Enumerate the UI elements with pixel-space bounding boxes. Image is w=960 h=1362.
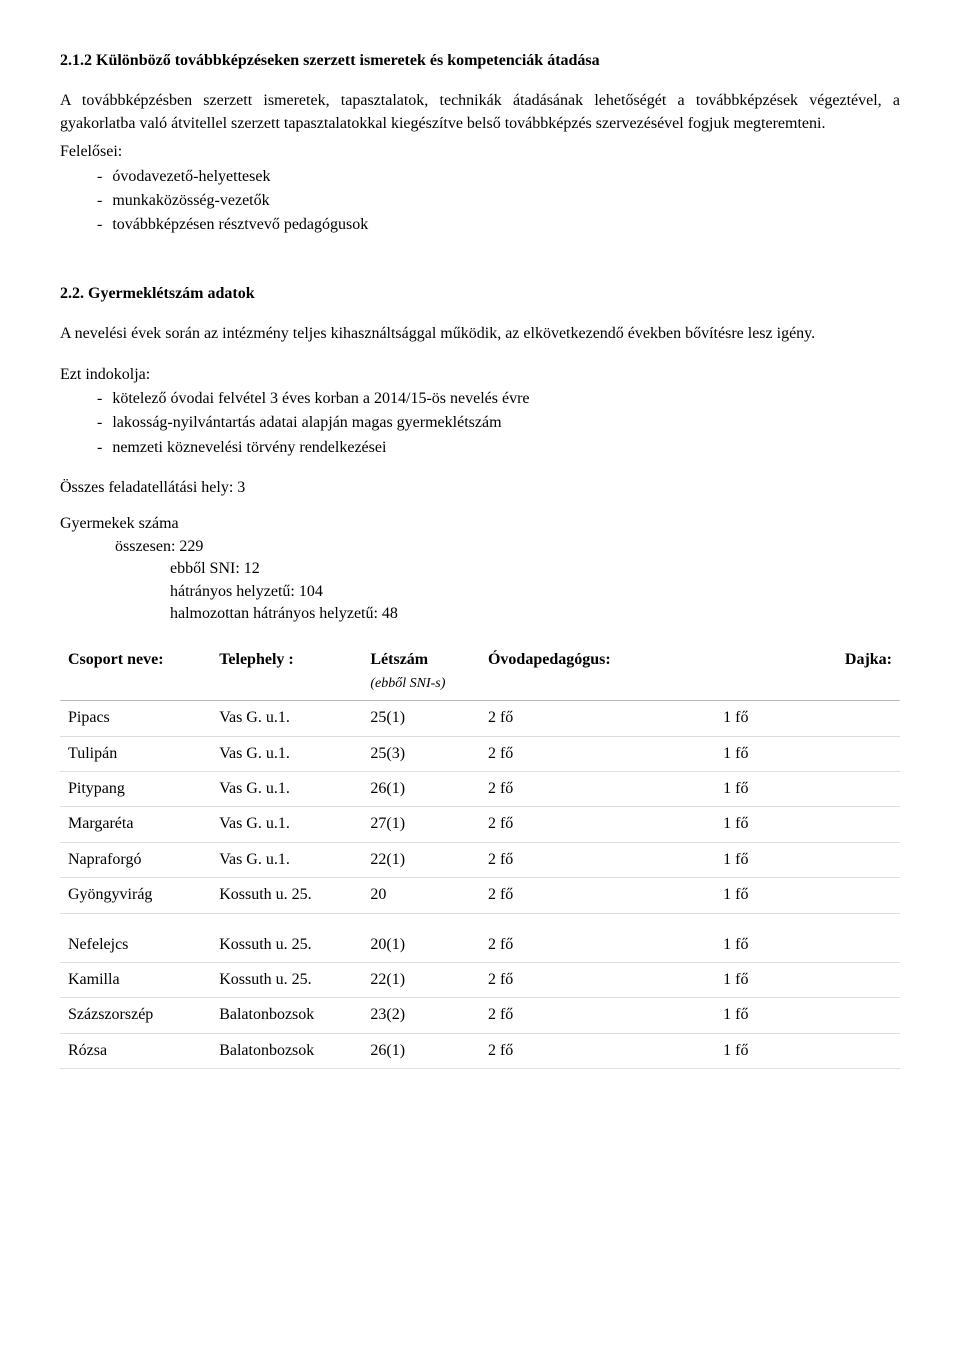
table-cell: Balatonbozsok	[211, 998, 362, 1033]
th-site: Telephely :	[211, 643, 362, 700]
section-2-1-2-paragraph: A továbbképzésben szerzett ismeretek, ta…	[60, 90, 900, 135]
table-cell: Százszorszép	[60, 998, 211, 1033]
table-cell: Vas G. u.1.	[211, 736, 362, 771]
table-cell: 2 fő	[480, 807, 715, 842]
table-cell: 2 fő	[480, 842, 715, 877]
table-cell: Vas G. u.1.	[211, 771, 362, 806]
table-cell: 26(1)	[362, 771, 480, 806]
table-cell: Vas G. u.1.	[211, 842, 362, 877]
th-count: Létszám (ebből SNI-s)	[362, 643, 480, 700]
responsible-list: óvodavezető-helyettesekmunkaközösség-vez…	[60, 166, 900, 237]
table-cell: 1 fő	[715, 736, 900, 771]
table-cell: 1 fő	[715, 928, 900, 963]
th-dajka: Dajka:	[715, 643, 900, 700]
table-cell: Tulipán	[60, 736, 211, 771]
table-cell: 22(1)	[362, 962, 480, 997]
table-cell: Kossuth u. 25.	[211, 928, 362, 963]
children-sni: ebből SNI: 12	[60, 558, 900, 580]
justification-item: kötelező óvodai felvétel 3 éves korban a…	[115, 388, 900, 410]
th-ped: Óvodapedagógus:	[480, 643, 715, 700]
table-cell: Gyöngyvirág	[60, 878, 211, 913]
table-cell: 25(3)	[362, 736, 480, 771]
table-cell: Kossuth u. 25.	[211, 962, 362, 997]
table-cell: Napraforgó	[60, 842, 211, 877]
table-cell: 20	[362, 878, 480, 913]
places-line: Összes feladatellátási hely: 3	[60, 477, 900, 499]
th-count-label: Létszám	[370, 651, 428, 668]
table-row: NefelejcsKossuth u. 25.20(1)2 fő1 fő	[60, 928, 900, 963]
table-cell: 2 fő	[480, 962, 715, 997]
table-cell: Kossuth u. 25.	[211, 878, 362, 913]
table-cell: 23(2)	[362, 998, 480, 1033]
table-row: TulipánVas G. u.1.25(3)2 fő1 fő	[60, 736, 900, 771]
section-2-2-paragraph: A nevelési évek során az intézmény telje…	[60, 323, 900, 345]
section-heading-2-1-2: 2.1.2 Különböző továbbképzéseken szerzet…	[60, 50, 900, 72]
table-cell: 22(1)	[362, 842, 480, 877]
table-cell: Nefelejcs	[60, 928, 211, 963]
table-row: MargarétaVas G. u.1.27(1)2 fő1 fő	[60, 807, 900, 842]
children-hh: hátrányos helyzetű: 104	[60, 581, 900, 603]
children-hhh: halmozottan hátrányos helyzetű: 48	[60, 603, 900, 625]
th-group: Csoport neve:	[60, 643, 211, 700]
table-cell: 2 fő	[480, 701, 715, 736]
table-row: PitypangVas G. u.1.26(1)2 fő1 fő	[60, 771, 900, 806]
th-count-sub: (ebből SNI-s)	[370, 676, 445, 691]
table-cell: 26(1)	[362, 1033, 480, 1068]
groups-table: Csoport neve: Telephely : Létszám (ebből…	[60, 643, 900, 1069]
responsible-item: továbbképzésen résztvevő pedagógusok	[115, 214, 900, 236]
table-cell: Rózsa	[60, 1033, 211, 1068]
children-total: összesen: 229	[60, 536, 900, 558]
children-count-label: Gyermekek száma	[60, 513, 900, 535]
table-cell: 1 fő	[715, 842, 900, 877]
justification-list: kötelező óvodai felvétel 3 éves korban a…	[60, 388, 900, 459]
table-cell: 1 fő	[715, 962, 900, 997]
responsible-item: óvodavezető-helyettesek	[115, 166, 900, 188]
justification-item: lakosság-nyilvántartás adatai alapján ma…	[115, 412, 900, 434]
table-cell: 25(1)	[362, 701, 480, 736]
table-header-row: Csoport neve: Telephely : Létszám (ebből…	[60, 643, 900, 700]
table-cell: 1 fő	[715, 701, 900, 736]
table-cell: Kamilla	[60, 962, 211, 997]
table-cell: 2 fő	[480, 771, 715, 806]
section-heading-2-2: 2.2. Gyermeklétszám adatok	[60, 283, 900, 305]
table-cell: 1 fő	[715, 878, 900, 913]
table-row: SzázszorszépBalatonbozsok23(2)2 fő1 fő	[60, 998, 900, 1033]
table-row: KamillaKossuth u. 25.22(1)2 fő1 fő	[60, 962, 900, 997]
table-cell: 20(1)	[362, 928, 480, 963]
table-cell: Balatonbozsok	[211, 1033, 362, 1068]
table-cell: 1 fő	[715, 807, 900, 842]
table-cell: 2 fő	[480, 878, 715, 913]
table-cell: 27(1)	[362, 807, 480, 842]
table-cell: Pipacs	[60, 701, 211, 736]
table-cell: 2 fő	[480, 928, 715, 963]
table-row: NapraforgóVas G. u.1.22(1)2 fő1 fő	[60, 842, 900, 877]
table-cell: 2 fő	[480, 1033, 715, 1068]
responsible-item: munkaközösség-vezetők	[115, 190, 900, 212]
justification-label: Ezt indokolja:	[60, 364, 900, 386]
table-cell: 2 fő	[480, 736, 715, 771]
table-cell: 1 fő	[715, 998, 900, 1033]
table-cell: 1 fő	[715, 1033, 900, 1068]
table-cell: Pitypang	[60, 771, 211, 806]
table-cell: 1 fő	[715, 771, 900, 806]
table-cell: Vas G. u.1.	[211, 807, 362, 842]
table-cell: Margaréta	[60, 807, 211, 842]
table-cell: Vas G. u.1.	[211, 701, 362, 736]
table-gap-row	[60, 913, 900, 928]
table-cell: 2 fő	[480, 998, 715, 1033]
responsible-label: Felelősei:	[60, 141, 900, 163]
table-row: GyöngyvirágKossuth u. 25.202 fő1 fő	[60, 878, 900, 913]
table-row: PipacsVas G. u.1.25(1)2 fő1 fő	[60, 701, 900, 736]
table-row: RózsaBalatonbozsok26(1)2 fő1 fő	[60, 1033, 900, 1068]
justification-item: nemzeti köznevelési törvény rendelkezése…	[115, 437, 900, 459]
